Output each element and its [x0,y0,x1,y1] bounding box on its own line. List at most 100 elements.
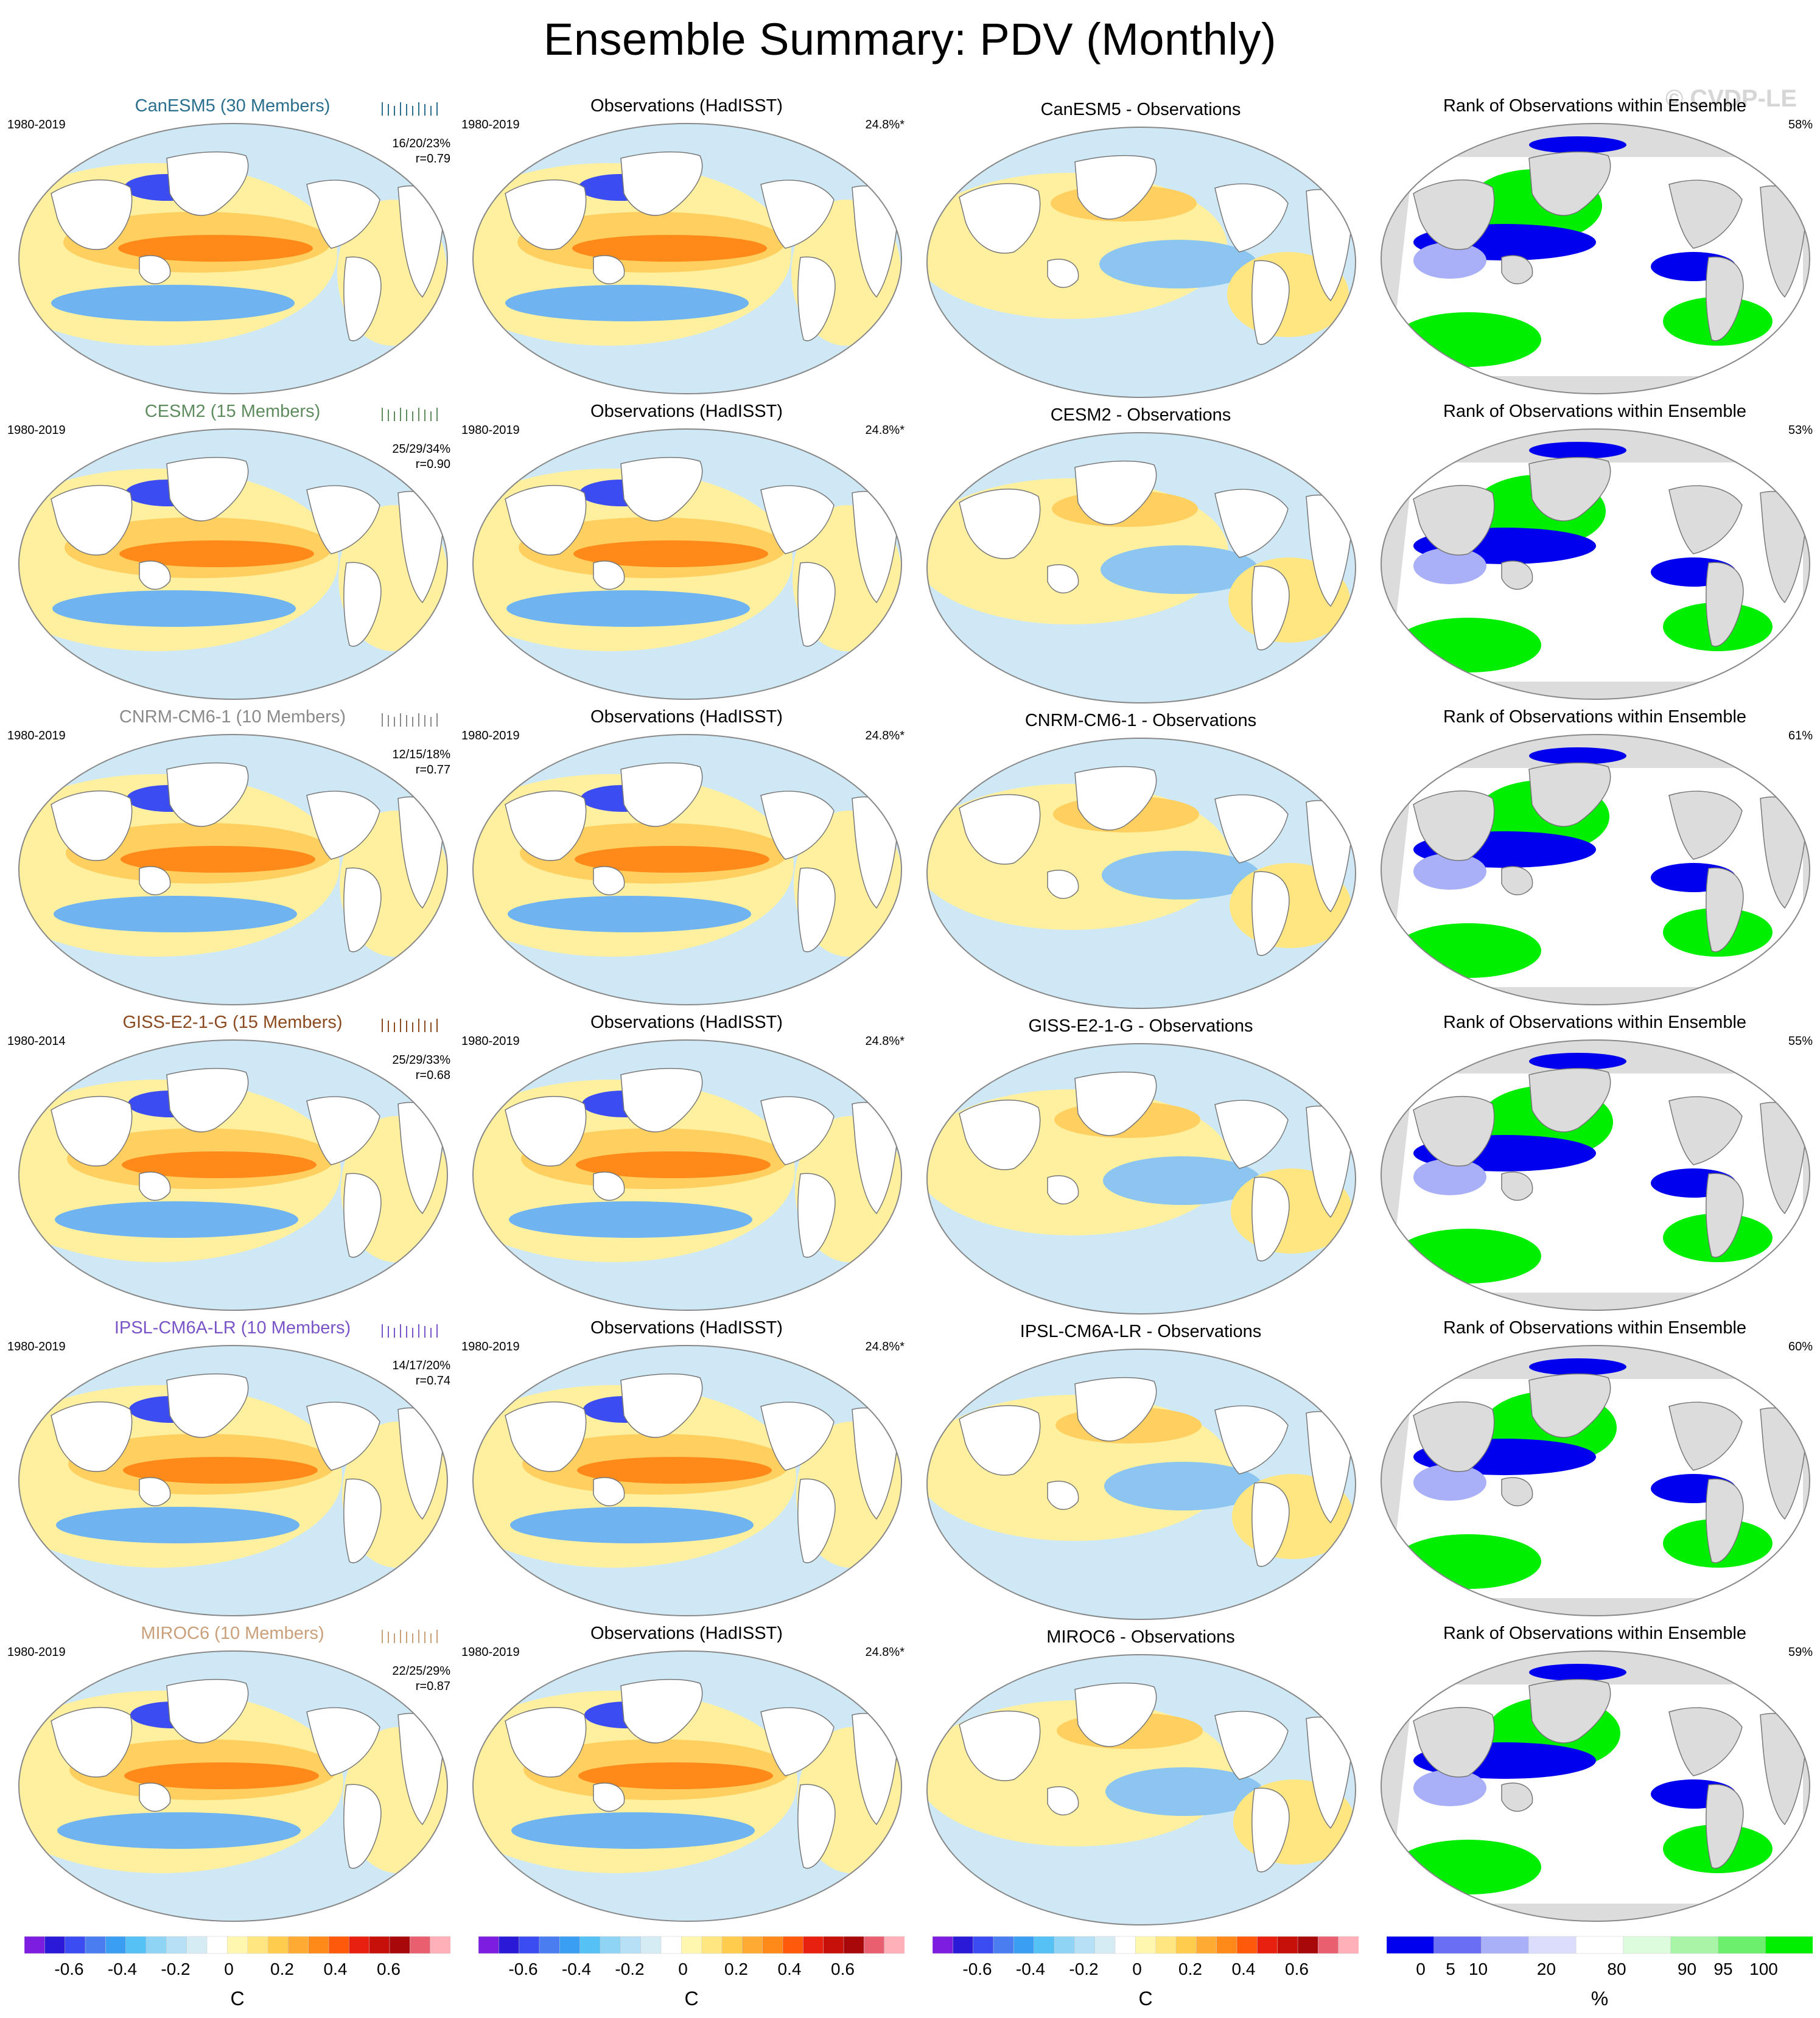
colorbar-swatch [1481,1936,1530,1954]
member-ticks-wrap [379,1014,446,1036]
colorbar-swatch [1297,1936,1319,1954]
model-map-wrap [15,120,452,397]
colorbar-swatches [478,1936,905,1954]
watermark: © CVDP-LE [1665,85,1797,112]
rank-map-wrap [1377,731,1814,1008]
obs-period: 1980-2019 [461,424,520,437]
model-title: IPSL-CM6A-LR (10 Members) [114,1318,351,1338]
colorbar: 0 5 10 20 80 90 95 100% [1387,1935,1813,2009]
obs-map-wrap [469,120,906,397]
model-title: CNRM-CM6-1 (10 Members) [119,707,346,727]
rank-map-wrap [1377,120,1814,397]
member-ticks [382,713,438,727]
colorbar-swatch [823,1936,844,1954]
obs-pct: 24.8%* [865,118,905,131]
model-period: 1980-2019 [7,729,66,742]
colorbar-swatch [44,1936,66,1954]
diff-title: CanESM5 - Observations [1040,100,1241,119]
colorbar-tick-label: 90 [1677,1960,1697,1978]
diff-map-wrap [923,1652,1360,1928]
obs-panel: Observations (HadISST) 1980-2019 24.8%* [461,707,912,1011]
colorbar-swatches [933,1936,1359,1954]
colorbar-tick-label: 0 [1132,1960,1142,1978]
diff-panel: MIROC6 - Observations [915,1627,1366,1932]
model-period: 1980-2019 [7,1646,66,1659]
colorbar-tick-label: 95 [1713,1960,1733,1978]
diff-panel: GISS-E2-1-G - Observations [915,1016,1366,1321]
model-period: 1980-2014 [7,1035,66,1048]
colorbar-tick-label: -0.4 [561,1960,592,1978]
diff-map [926,1349,1356,1620]
colorbar-tick-label: 0.2 [724,1960,748,1978]
rank-panel: Rank of Observations within Ensemble 60% [1370,1318,1820,1622]
colorbar-swatch [640,1936,662,1954]
model-panel: GISS-E2-1-G (15 Members) 1980-2014 25/29/3… [7,1013,458,1317]
colorbar-unit: C [684,1988,699,2009]
obs-title: Observations (HadISST) [590,707,783,727]
colorbar-swatch [1277,1936,1298,1954]
model-map [18,1039,448,1311]
colorbar-swatch [288,1936,309,1954]
colorbar-tick-label: 0 [1416,1960,1426,1978]
obs-title: Observations (HadISST) [590,1624,783,1643]
diff-title: CESM2 - Observations [1050,405,1231,425]
rank-map-wrap [1377,1342,1814,1619]
colorbar: -0.6 -0.4 -0.2 0 0.2 0.4 0.6 C [478,1935,905,2009]
diff-map [926,738,1356,1009]
colorbar-swatch [1115,1936,1136,1954]
colorbar-swatch [559,1936,581,1954]
colorbar-swatch [328,1936,350,1954]
model-map [18,734,448,1005]
rank-pct: 60% [1788,1340,1813,1353]
model-period: 1980-2019 [7,424,66,437]
model-title: CESM2 (15 Members) [144,402,321,421]
colorbar-swatch [206,1936,228,1954]
colorbar-swatch [742,1936,763,1954]
model-map [18,428,448,700]
colorbar-swatch [701,1936,723,1954]
colorbar-swatch [1257,1936,1278,1954]
colorbar-swatch [1338,1936,1359,1954]
colorbar-swatch [1155,1936,1177,1954]
model-title: CanESM5 (30 Members) [135,96,331,116]
colorbar-swatch [1670,1936,1719,1954]
member-ticks-wrap [379,97,446,119]
colorbar-tick-label: 0.4 [323,1960,348,1978]
colorbar-swatch [1074,1936,1096,1954]
diff-map [926,1043,1356,1314]
rank-title: Rank of Observations within Ensemble [1443,96,1747,116]
colorbar-swatch [843,1936,865,1954]
colorbar-swatch [1196,1936,1217,1954]
colorbar-tick-label: -0.6 [508,1960,538,1978]
model-map-wrap [15,1648,452,1924]
colorbar-swatch [145,1936,167,1954]
obs-panel: Observations (HadISST) 1980-2019 24.8%* [461,1318,912,1622]
diff-panel: CanESM5 - Observations [915,100,1366,404]
colorbar-swatch [125,1936,147,1954]
colorbar-tick-label: 0.2 [1178,1960,1202,1978]
rank-pct: 53% [1788,424,1813,437]
diff-title: IPSL-CM6A-LR - Observations [1020,1322,1262,1341]
colorbar-swatch [85,1936,107,1954]
colorbar-swatches [1387,1936,1813,1954]
colorbar-swatch [721,1936,743,1954]
colorbar-swatch [1216,1936,1237,1954]
colorbar-swatch [410,1936,431,1954]
colorbar-tick-label: 5 [1446,1960,1455,1978]
diff-map [926,1654,1356,1925]
obs-title: Observations (HadISST) [590,1013,783,1032]
member-ticks-wrap [379,403,446,425]
colorbar-swatch [681,1936,702,1954]
obs-map-wrap [469,731,906,1008]
colorbar-swatch [105,1936,127,1954]
rank-title: Rank of Observations within Ensemble [1443,1624,1747,1643]
model-map [18,1650,448,1922]
obs-panel: Observations (HadISST) 1980-2019 24.8%* [461,1013,912,1317]
model-panel: IPSL-CM6A-LR (10 Members) 1980-2019 14/17/… [7,1318,458,1622]
member-ticks-wrap [379,708,446,730]
colorbar-swatch [1718,1936,1766,1954]
model-title: GISS-E2-1-G (15 Members) [122,1013,343,1032]
diff-map-wrap [923,430,1360,706]
diff-map-wrap [923,735,1360,1011]
rank-title: Rank of Observations within Ensemble [1443,1318,1747,1338]
